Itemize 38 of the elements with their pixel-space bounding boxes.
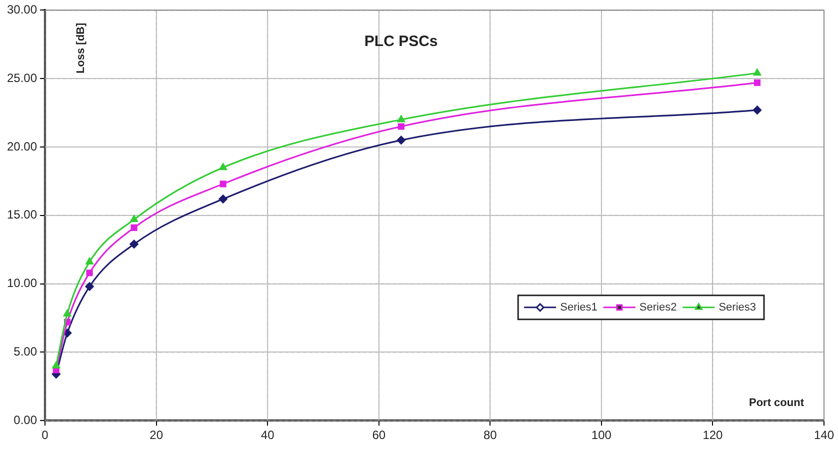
point xyxy=(397,115,405,122)
legend-label: Series1 xyxy=(560,301,598,314)
x-tick-label: 100 xyxy=(591,428,612,442)
y-tick-label: 30.00 xyxy=(7,2,38,17)
x-tick-label: 140 xyxy=(814,428,834,442)
x-tick-label: 60 xyxy=(372,428,386,442)
point xyxy=(86,270,93,276)
x-tick-label: 40 xyxy=(260,428,275,442)
x-tick-label: 120 xyxy=(702,428,724,442)
point xyxy=(752,106,762,114)
y-tick-label: 15.00 xyxy=(7,208,38,222)
x-tick-label: 0 xyxy=(42,428,49,442)
y-tick-label: 10.00 xyxy=(7,276,38,290)
x-tick-label: 20 xyxy=(150,428,164,442)
point xyxy=(130,240,138,248)
point xyxy=(63,310,72,316)
text: PLC PSCs xyxy=(364,32,438,50)
y-tick-label: 0.00 xyxy=(14,412,38,427)
point xyxy=(86,258,94,264)
legend-label: Series2 xyxy=(639,301,677,314)
y-axis-title: Loss [dB] xyxy=(75,22,88,74)
point xyxy=(219,163,227,170)
point xyxy=(218,194,228,204)
point xyxy=(220,180,226,188)
y-tick-label: 20.00 xyxy=(7,139,38,154)
point xyxy=(754,79,761,86)
point xyxy=(398,123,404,130)
point xyxy=(753,68,762,76)
legend-label: Series3 xyxy=(718,301,756,314)
point xyxy=(85,282,94,291)
point xyxy=(130,224,138,231)
x-axis-title: Port count xyxy=(749,397,804,410)
y-tick-label: 5.00 xyxy=(14,344,38,359)
point xyxy=(52,362,60,368)
x-tick-label: 80 xyxy=(483,428,498,442)
point xyxy=(396,136,406,144)
point xyxy=(130,215,138,222)
y-tick-label: 25.00 xyxy=(7,70,38,85)
